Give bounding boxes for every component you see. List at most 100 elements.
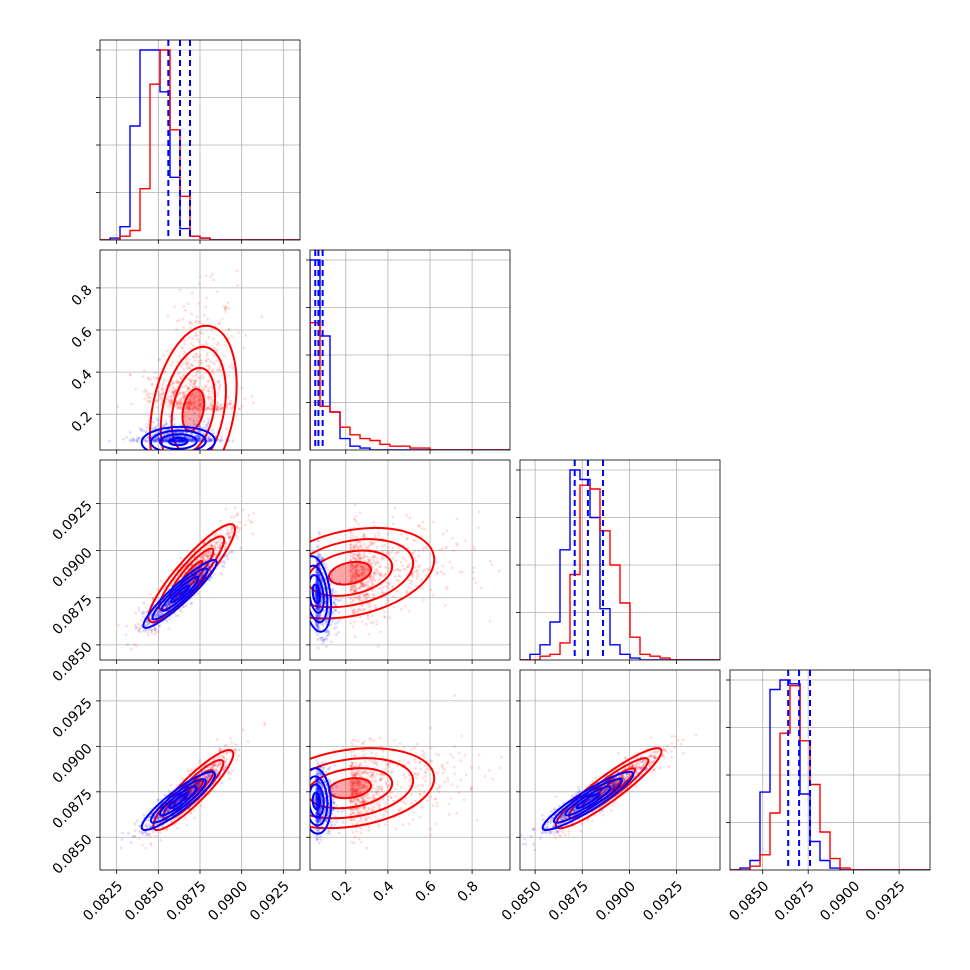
scatter-point [170,401,174,405]
scatter-point [174,439,178,443]
scatter-point [192,382,196,386]
scatter-point [193,399,197,403]
scatter-point [189,439,193,443]
scatter-point [373,579,377,583]
scatter-point [191,440,195,443]
scatter-point [175,439,179,443]
scatter-point [191,337,195,341]
scatter-point [171,382,175,385]
scatter-point [207,435,211,438]
scatter-point [218,749,222,753]
scatter-point [356,522,360,526]
scatter-point [173,390,177,394]
histogram-series-1 [100,49,300,240]
scatter-point [145,623,149,627]
scatter-point [176,400,179,404]
scatter-point [426,548,430,551]
scatter-point [149,614,152,617]
scatter-point [405,513,409,517]
scatter-point [315,624,319,627]
scatter-point [191,407,195,411]
scatter-point [196,320,199,324]
scatter-point [247,518,250,522]
scatter-point [164,439,168,443]
scatter-point [149,434,153,438]
scatter-point [206,422,210,426]
scatter-point [350,547,353,550]
scatter-point [137,436,141,439]
scatter-point [202,565,206,569]
scatter-point [219,407,222,411]
scatter-point [416,568,419,572]
scatter-point [165,604,169,608]
scatter-point [320,557,323,561]
scatter-point [349,569,352,573]
scatter-point [318,608,321,612]
scatter-point [315,578,319,582]
scatter-point [200,574,203,578]
scatter-point [206,379,210,383]
scatter-point [217,763,221,767]
scatter-point [174,427,178,431]
contour-line [310,555,333,633]
scatter-point [373,563,377,567]
scatter-point [156,612,160,616]
scatter-point [472,545,476,549]
scatter-point [176,405,180,409]
contour-line [168,436,189,447]
scatter-point [359,556,362,560]
scatter-point [236,284,239,287]
scatter-point [228,536,232,540]
scatter-point [181,439,185,443]
scatter-point [146,422,150,426]
scatter-point [219,406,223,410]
scatter-point [200,398,204,402]
scatter-point [359,556,363,560]
scatter-point [366,613,370,617]
scatter-point [316,596,320,599]
scatter-point [315,617,319,621]
scatter-point [197,340,201,344]
scatter-point [383,565,387,569]
scatter-point [200,402,204,405]
scatter-point [358,586,362,590]
histogram-series-1 [520,484,720,660]
scatter-point [205,434,209,438]
histogram-series-1 [310,322,510,450]
scatter-point [354,573,358,577]
contour-line [179,559,204,587]
scatter-point [369,579,373,583]
scatter-point [212,767,216,770]
scatter-point [218,761,222,764]
scatter-point [413,565,417,569]
scatter-point [317,606,321,610]
scatter-point [314,592,318,596]
scatter-point [365,567,368,571]
scatter-point [208,360,212,364]
scatter-point [368,575,372,579]
scatter-point [316,594,319,598]
scatter-point [178,430,182,434]
scatter-point [220,317,224,321]
scatter-point [231,439,235,443]
scatter-point [176,403,180,407]
scatter-point [144,390,148,393]
scatter-point [140,844,144,847]
scatter-point [354,570,357,574]
scatter-point [177,614,180,618]
scatter-point [178,434,182,438]
scatter-point [319,603,323,607]
scatter-point [326,612,330,616]
scatter-point [204,274,208,278]
scatter-point [316,604,320,608]
scatter-point [187,407,191,410]
scatter-point [362,567,365,570]
scatter-point [363,543,367,546]
scatter-point [227,535,231,539]
scatter-point [488,619,492,623]
scatter-point [360,568,364,572]
scatter-point [314,606,318,610]
scatter-point [315,613,319,617]
contour-line [147,523,236,624]
scatter-point [368,604,372,608]
